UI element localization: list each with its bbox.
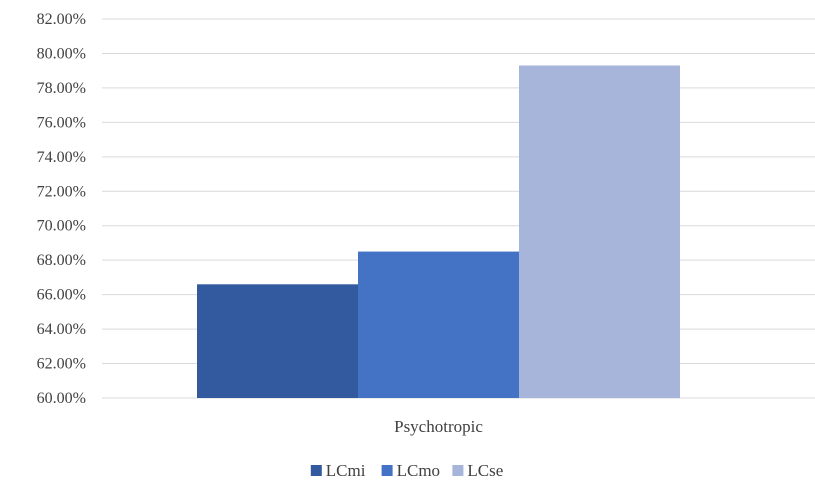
legend-label: LCmo bbox=[397, 461, 440, 480]
legend: LCmi LCmo LCse bbox=[310, 461, 503, 480]
bars bbox=[197, 65, 680, 398]
y-tick-label: 80.00% bbox=[37, 45, 86, 62]
y-tick-label: 66.00% bbox=[37, 287, 86, 304]
y-tick-label: 60.00% bbox=[37, 390, 86, 407]
y-tick-label: 62.00% bbox=[37, 356, 86, 373]
legend-item-lcmi: LCmi bbox=[310, 461, 366, 480]
bar-lcmi bbox=[197, 284, 358, 398]
x-category-label: Psychotropic bbox=[394, 417, 483, 436]
legend-label: LCmi bbox=[326, 461, 366, 480]
legend-item-lcmo: LCmo bbox=[381, 461, 440, 480]
bar-lcmo bbox=[358, 251, 519, 398]
legend-swatch bbox=[381, 465, 393, 476]
y-tick-label: 72.00% bbox=[37, 183, 86, 200]
y-axis: 60.00% 62.00% 64.00% 66.00% 68.00% 70.00% 72.0… bbox=[37, 11, 86, 407]
y-tick-label: 64.00% bbox=[37, 321, 86, 338]
y-tick-label: 78.00% bbox=[37, 80, 86, 97]
legend-swatch bbox=[452, 465, 464, 476]
y-tick-label: 82.00% bbox=[37, 11, 86, 28]
y-tick-label: 76.00% bbox=[37, 114, 86, 131]
legend-label: LCse bbox=[467, 461, 503, 480]
legend-swatch bbox=[310, 465, 322, 476]
x-axis: Psychotropic bbox=[394, 417, 483, 436]
y-tick-label: 70.00% bbox=[37, 218, 86, 235]
legend-item-lcse: LCse bbox=[452, 461, 503, 480]
y-tick-label: 68.00% bbox=[37, 252, 86, 269]
y-tick-label: 74.00% bbox=[37, 149, 86, 166]
bar-lcse bbox=[519, 65, 680, 398]
